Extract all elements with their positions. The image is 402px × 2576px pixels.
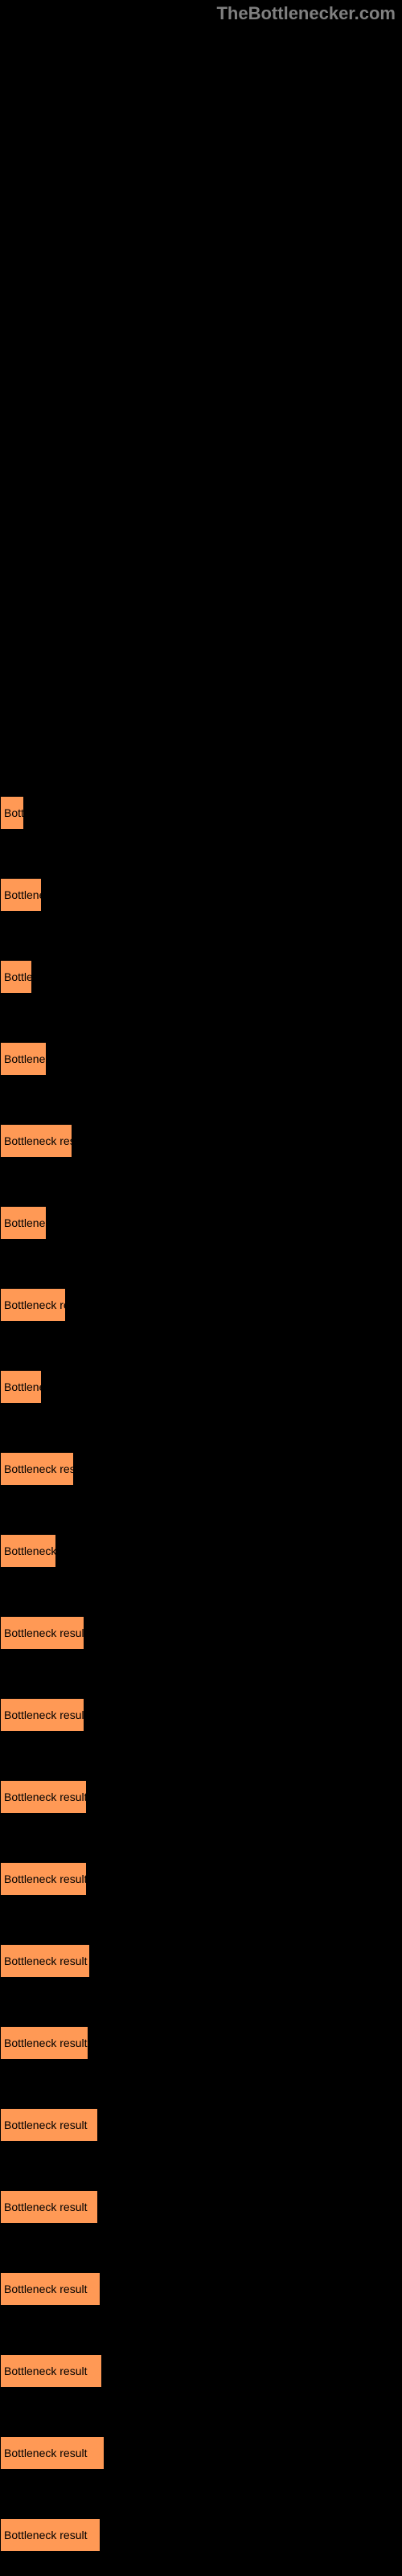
bar-row: Bottleneck result (0, 2494, 402, 2576)
bar: Bottleneck result (0, 2108, 98, 2142)
bar-row: Bottleneck result (0, 2166, 402, 2248)
bar: Bottleneck result (0, 1042, 47, 1076)
bar: Bottleneck result (0, 1944, 90, 1978)
bar: Bottleneck result (0, 1288, 66, 1322)
bar: Bottleneck result (0, 2026, 88, 2060)
bar: Bottleneck result (0, 1206, 47, 1240)
bar: Bottleneck result (0, 2272, 100, 2306)
bar-row: Bottleneck result (0, 854, 402, 936)
bar-row: Bottleneck result (0, 1674, 402, 1756)
bar: Bottleneck result (0, 1698, 84, 1732)
bar: Bottleneck result (0, 2436, 105, 2470)
bar: Bottleneck result (0, 1534, 56, 1568)
bar-row: Bottleneck result (0, 2002, 402, 2084)
bar: Bottleneck result (0, 796, 24, 830)
bar-row: Bottleneck result (0, 1756, 402, 1838)
bar-row: Bottleneck result (0, 1428, 402, 1510)
bar-row: Bottleneck result (0, 1182, 402, 1264)
bar-chart: Bottleneck result Bottleneck result Bottle… (0, 0, 402, 2573)
bar: Bottleneck result (0, 1370, 42, 1404)
bar-row: Bottleneck result (0, 1018, 402, 1100)
bar-row: Bottleneck result (0, 2330, 402, 2412)
bar-row: Bottleneck result (0, 936, 402, 1018)
bar: Bottleneck result (0, 2354, 102, 2388)
bar: Bottleneck result (0, 1862, 87, 1896)
bar-row: Bottleneck result (0, 1838, 402, 1920)
bar: Bottleneck result (0, 1124, 72, 1158)
bar-row: Bottleneck result (0, 1920, 402, 2002)
bar: Bottleneck result (0, 1616, 84, 1650)
bar: Bottleneck result (0, 960, 32, 994)
bar-row: Bottleneck result (0, 2412, 402, 2494)
bar-row: Bottleneck result (0, 2248, 402, 2330)
bar: Bottleneck result (0, 2190, 98, 2224)
bar-row: Bottleneck result (0, 1510, 402, 1592)
bar-row: Bottleneck result (0, 2084, 402, 2166)
bar-row: Bottleneck result (0, 1592, 402, 1674)
bar: Bottleneck result (0, 2518, 100, 2552)
bar: Bottleneck result (0, 878, 42, 912)
bar: Bottleneck result (0, 1780, 87, 1814)
bar-row: Bottleneck result (0, 1264, 402, 1346)
bar-row: Bottleneck result (0, 1100, 402, 1182)
bar: Bottleneck result (0, 1452, 74, 1486)
bar-row: Bottleneck result (0, 1346, 402, 1428)
bar-row: Bottleneck result (0, 772, 402, 854)
